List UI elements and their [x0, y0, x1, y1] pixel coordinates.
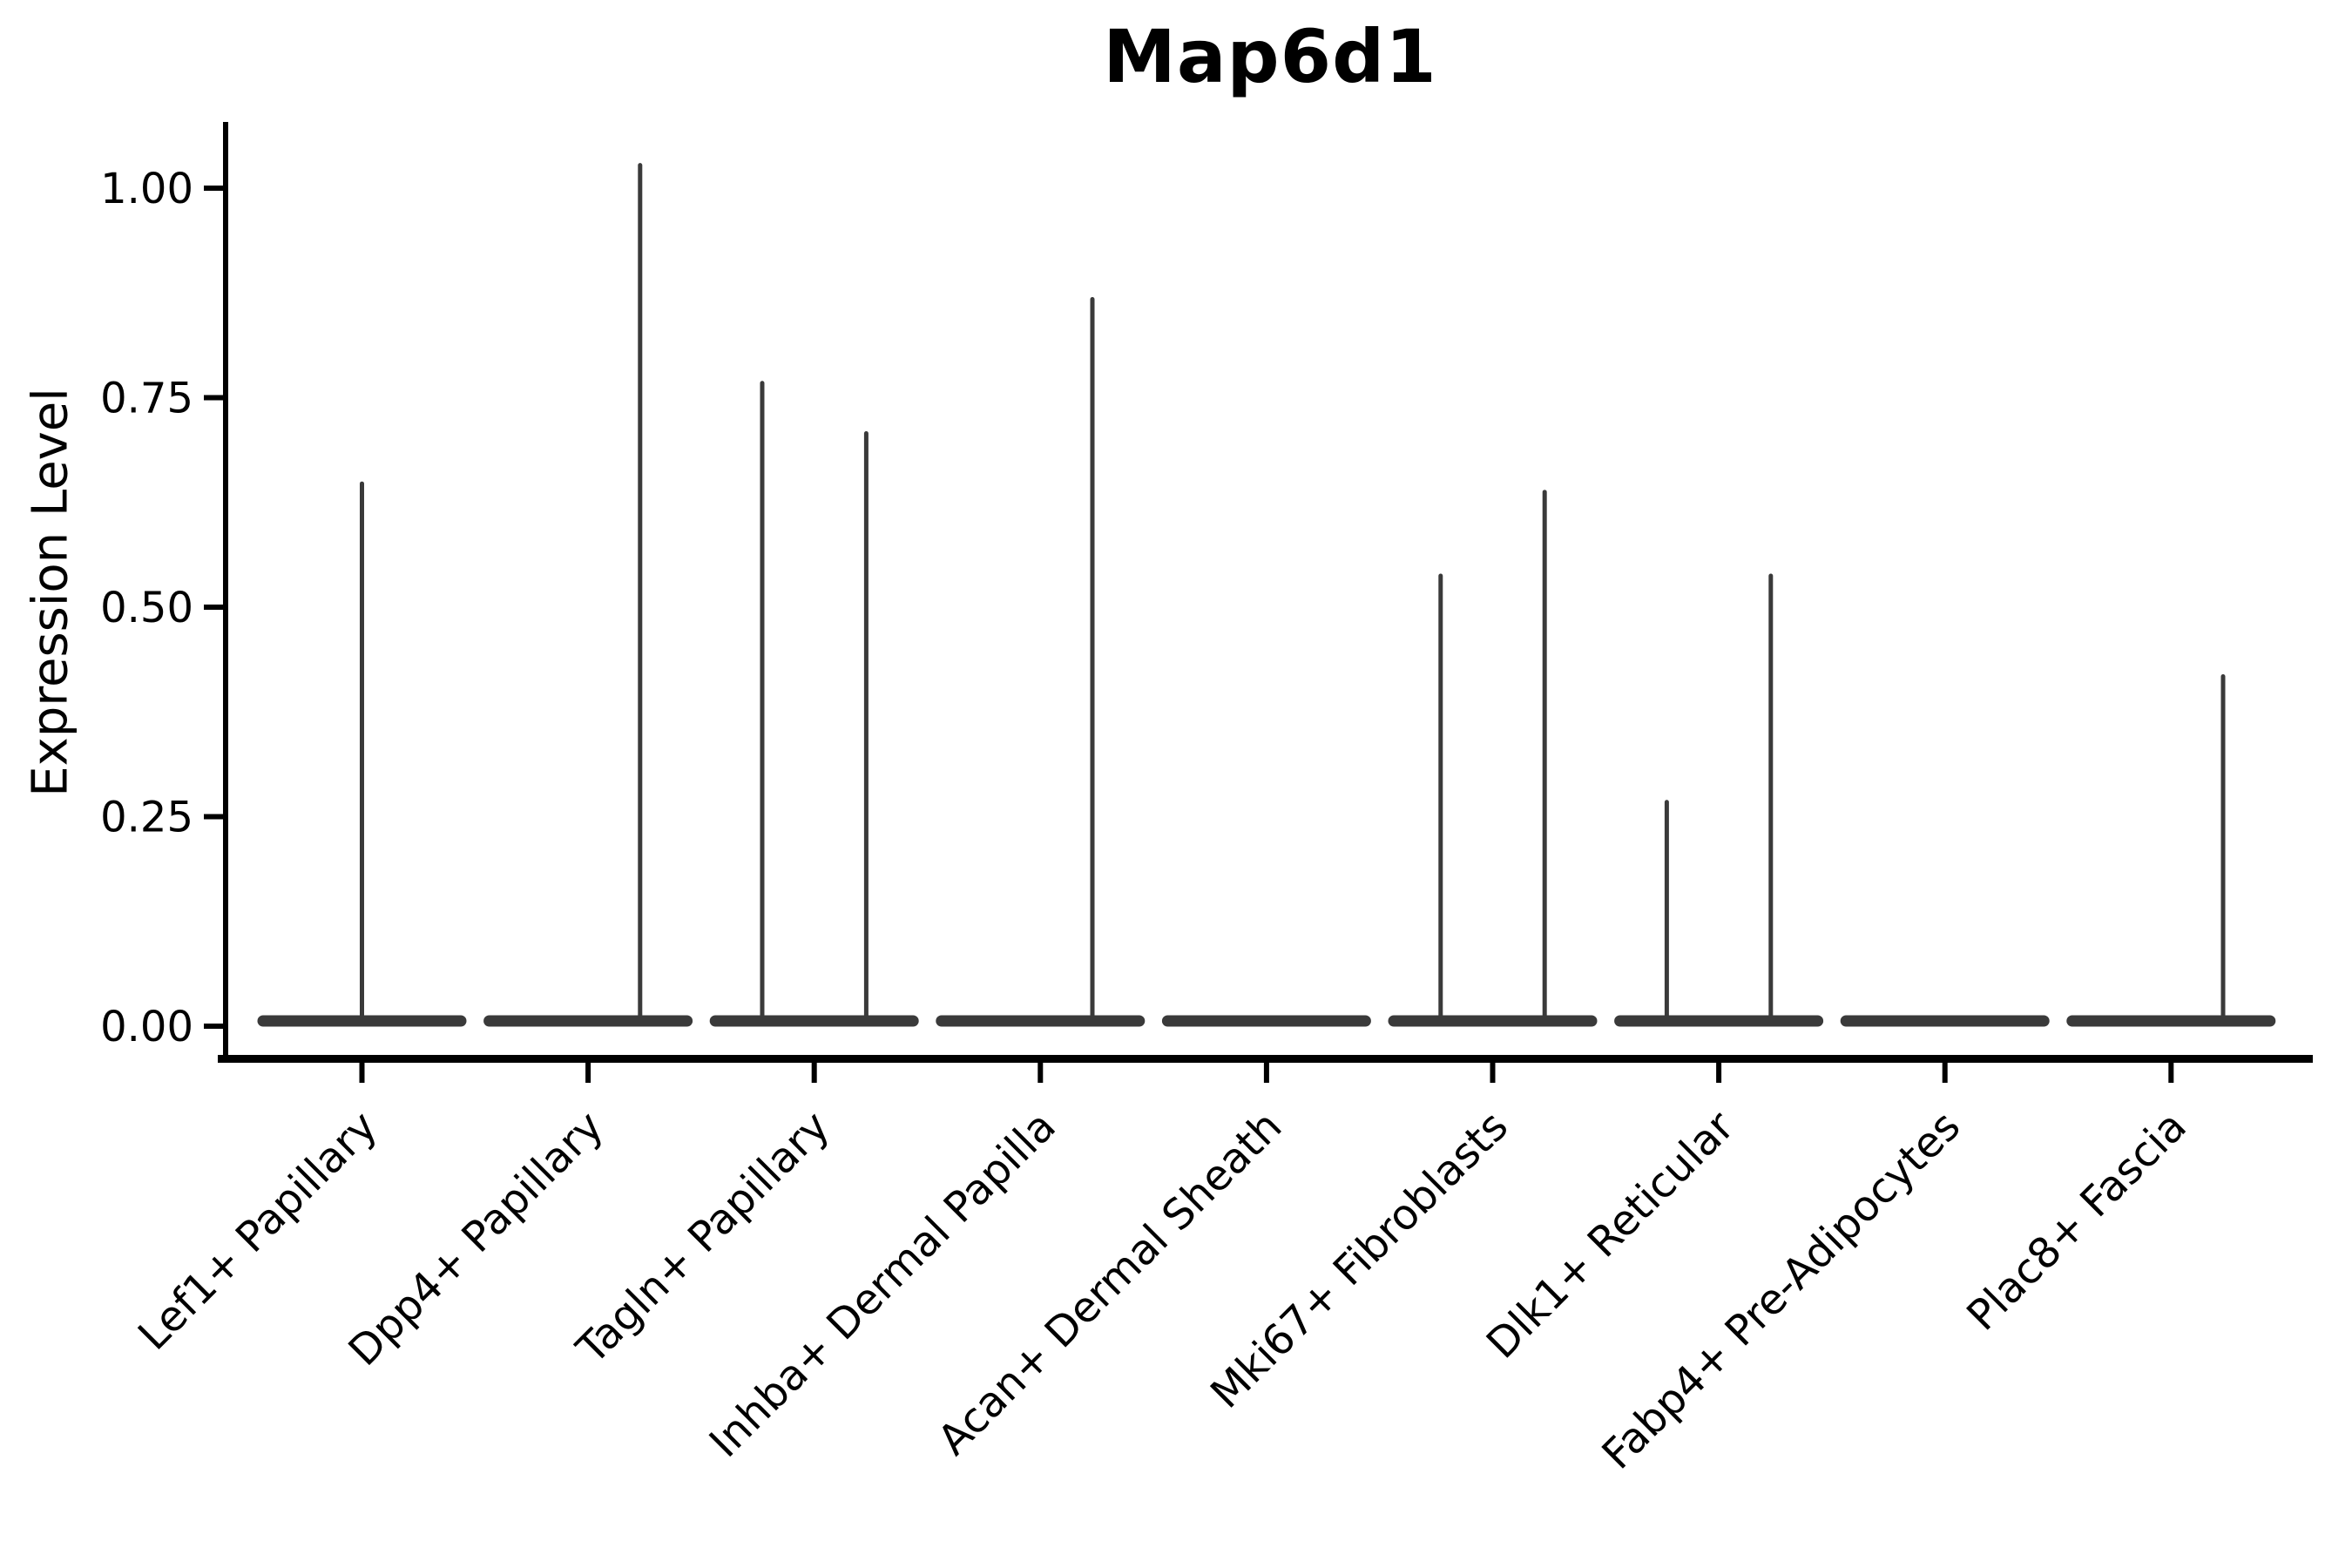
- x-axis-spine: [218, 1055, 2313, 1063]
- violin-body: [1388, 1015, 1598, 1027]
- chart-title: Map6d1: [1103, 14, 1437, 99]
- y-tick-label: 1.00: [100, 165, 193, 213]
- y-tick: [204, 186, 223, 191]
- violin-spike: [1090, 297, 1095, 1021]
- violin-spike: [863, 430, 868, 1022]
- violin-spike: [638, 163, 643, 1021]
- x-tick: [585, 1063, 591, 1083]
- x-tick: [811, 1063, 817, 1083]
- y-tick: [204, 605, 223, 610]
- violin-spike: [1664, 800, 1669, 1021]
- x-tick: [2168, 1063, 2174, 1083]
- violin-body: [1840, 1015, 2050, 1027]
- x-category-label: Plac8+ Fascia: [1957, 1102, 2196, 1341]
- violin-spike: [1768, 573, 1774, 1021]
- violin-body: [483, 1015, 693, 1027]
- y-tick-label: 0.75: [100, 374, 193, 422]
- violin-spike: [360, 481, 364, 1021]
- x-tick: [1716, 1063, 1722, 1083]
- x-category-label: Lef1+ Papillary: [129, 1102, 387, 1360]
- x-tick: [1037, 1063, 1044, 1083]
- x-tick: [1942, 1063, 1948, 1083]
- x-category-label: Fabp4+ Pre-Adipocytes: [1592, 1102, 1970, 1479]
- violin-spike: [2220, 673, 2226, 1021]
- x-category-label: Dlk1+ Reticular: [1477, 1102, 1744, 1369]
- violin-body: [1614, 1015, 1824, 1027]
- y-tick: [204, 814, 223, 820]
- violin-spike: [760, 381, 765, 1021]
- violin-spike: [1542, 490, 1547, 1021]
- violin-body: [936, 1015, 1146, 1027]
- violin-spike: [1438, 573, 1443, 1021]
- violin-body: [2066, 1015, 2276, 1027]
- y-tick: [204, 1024, 223, 1029]
- y-tick-label: 0.25: [100, 793, 193, 841]
- x-tick: [1490, 1063, 1496, 1083]
- violin-body: [1161, 1015, 1371, 1027]
- y-tick-label: 0.50: [100, 584, 193, 632]
- y-tick-label: 0.00: [100, 1003, 193, 1051]
- y-axis-spine: [223, 122, 228, 1062]
- x-tick: [359, 1063, 365, 1083]
- violin-body: [709, 1015, 919, 1027]
- x-tick: [1263, 1063, 1269, 1083]
- y-tick: [204, 395, 223, 401]
